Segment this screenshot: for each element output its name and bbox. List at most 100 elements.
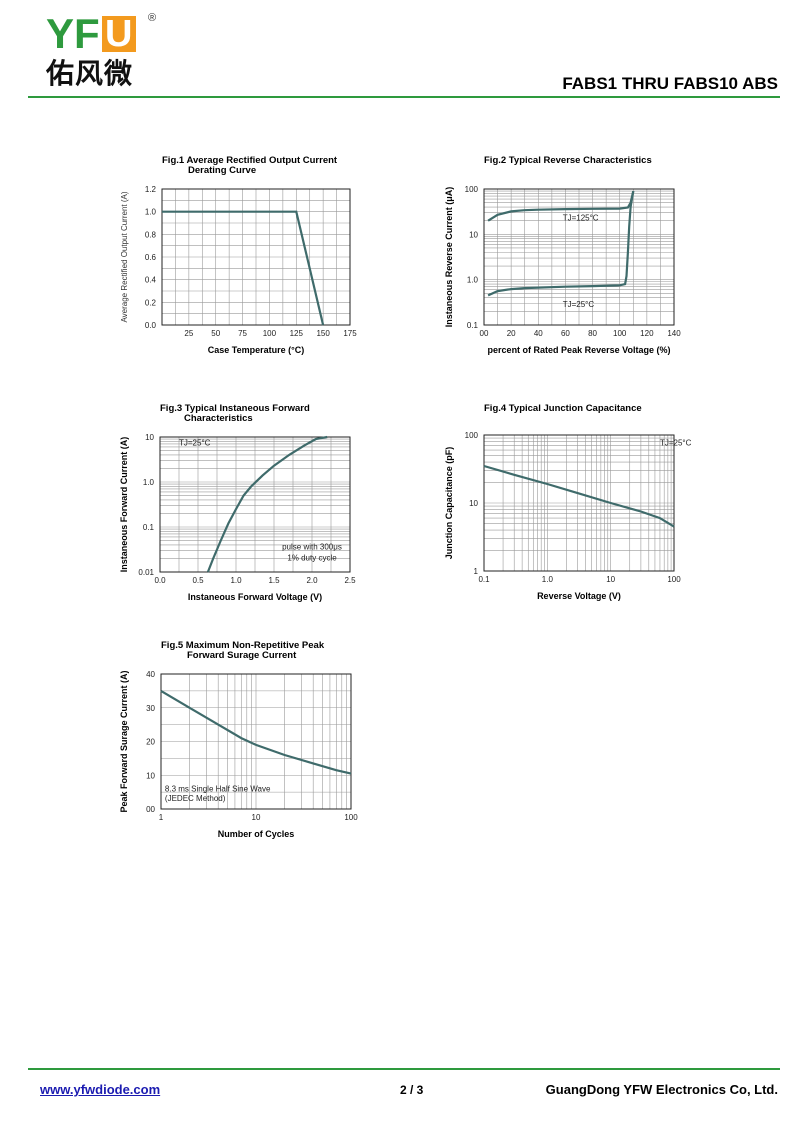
series-line-1 — [160, 689, 352, 775]
chart-title-line: Characteristics — [184, 413, 253, 424]
series-line-1 — [206, 435, 328, 573]
series-line-1 — [483, 464, 675, 528]
x-tick-label: 75 — [238, 329, 247, 338]
y-tick-label: 0.01 — [138, 568, 154, 577]
y-tick-label: 10 — [469, 499, 478, 508]
x-tick-label: 120 — [640, 329, 654, 338]
y-tick-label: 100 — [465, 431, 479, 440]
chart-title-line: Fig.3 Typical Instaneous Forward — [160, 403, 310, 414]
x-tick-label: 20 — [507, 329, 516, 338]
y-axis-label: Average Rectified Output Current (A) — [120, 191, 129, 322]
x-tick-label: 140 — [667, 329, 681, 338]
x-tick-label: 150 — [316, 329, 330, 338]
x-tick-label: 1.0 — [542, 575, 554, 584]
chart-title-line: Fig.5 Maximum Non-Repetitive Peak — [161, 640, 325, 651]
chart-title-line: Fig.4 Typical Junction Capacitance — [484, 403, 642, 414]
plot-frame — [483, 434, 675, 572]
chart-title-line: Fig.1 Average Rectified Output Current — [162, 155, 338, 166]
x-axis-label: Case Temperature (°C) — [208, 345, 304, 355]
x-axis-label: percent of Rated Peak Reverse Voltage (%… — [488, 345, 671, 355]
x-tick-label: 100 — [613, 329, 627, 338]
y-tick-label: 1.0 — [467, 276, 479, 285]
y-tick-label: 0.2 — [145, 298, 157, 307]
fig3-plot: 0.0 0.5 1.0 1.5 2.0 2.5 0.01 0.1 1.0 10 TJ=25°C pul… — [119, 403, 356, 602]
x-tick-label: 50 — [211, 329, 220, 338]
x-tick-label: 2.0 — [306, 576, 318, 585]
series-line-2 — [487, 190, 635, 297]
y-tick-label: 1.0 — [143, 478, 155, 487]
x-tick-label: 40 — [534, 329, 543, 338]
y-tick-label: 0.6 — [145, 253, 157, 262]
y-tick-label: 0.0 — [145, 321, 157, 330]
plot-frame — [159, 436, 351, 573]
x-tick-label: 10 — [252, 813, 261, 822]
annotation-label: (JEDEC Method) — [165, 794, 226, 803]
x-axis-label: Instaneous Forward Voltage (V) — [188, 592, 322, 602]
x-tick-label: 100 — [344, 813, 358, 822]
fig2-plot: 00 20 40 60 80 100 120 140 0.1 1.0 10 100 TJ=125°C TJ… — [444, 155, 681, 355]
y-tick-label: 20 — [146, 738, 155, 747]
y-tick-label: 1.0 — [145, 208, 157, 217]
annotation-label: TJ=25°C — [179, 438, 211, 447]
x-tick-label: 1 — [159, 813, 164, 822]
y-tick-label: 0.1 — [143, 523, 155, 532]
y-tick-label: 00 — [146, 805, 155, 814]
x-tick-label: 80 — [588, 329, 597, 338]
y-tick-label: 30 — [146, 704, 155, 713]
y-axis-label: Instaneous Forward Current (A) — [119, 437, 129, 573]
x-tick-label: 125 — [290, 329, 304, 338]
series-line-1 — [162, 210, 325, 326]
y-tick-label: 100 — [465, 185, 479, 194]
registered-mark: ® — [148, 12, 157, 24]
series-line-1 — [487, 190, 635, 222]
fig1-plot: 25 50 75 100 125 150 175 0.0 0.2 0.4 0.6 0.8 1.0 1.2 F… — [120, 155, 357, 355]
y-tick-label: 10 — [469, 230, 478, 239]
logo-chinese-name: 佑风微 — [46, 57, 134, 90]
x-tick-label: 100 — [667, 575, 681, 584]
fig5-plot: 1 10 100 00 10 20 30 40 8.3 ms Single Half Sine … — [119, 640, 358, 839]
y-tick-label: 0.4 — [145, 276, 157, 285]
y-axis-label: Peak Forward Surage Current (A) — [119, 670, 129, 812]
plot-frame — [483, 188, 675, 326]
x-tick-label: 1.0 — [230, 576, 242, 585]
y-tick-label: 40 — [146, 670, 155, 679]
annotation-label: TJ=25°C — [563, 300, 595, 309]
y-tick-label: 1.2 — [145, 185, 157, 194]
plot-frame — [161, 188, 351, 326]
chart-title-line: Fig.2 Typical Reverse Characteristics — [484, 155, 652, 166]
x-tick-label: 10 — [606, 575, 615, 584]
document-title: FABS1 THRU FABS10 ABS — [562, 74, 778, 93]
footer-rule — [28, 1068, 780, 1070]
annotation-label: pulse with 300μs — [282, 542, 342, 551]
annotation-label: 1% duty cycle — [287, 554, 337, 563]
x-tick-label: 2.5 — [344, 576, 356, 585]
x-tick-label: 0.0 — [154, 576, 166, 585]
y-axis-label: Instaneous Reverse Current (μA) — [444, 187, 454, 328]
x-tick-label: 100 — [263, 329, 277, 338]
y-tick-label: 0.1 — [467, 321, 479, 330]
annotation-label: TJ=25°C — [660, 439, 692, 448]
x-tick-label: 1.5 — [268, 576, 280, 585]
logo-text: YF — [46, 10, 100, 57]
y-tick-label: 10 — [146, 771, 155, 780]
x-tick-label: 60 — [561, 329, 570, 338]
annotation-label: 8.3 ms Single Half Sine Wave — [165, 784, 271, 793]
plot-frame — [160, 673, 352, 810]
y-tick-label: 0.8 — [145, 230, 157, 239]
x-tick-label: 175 — [343, 329, 357, 338]
chart-title-line: Derating Curve — [188, 165, 256, 176]
page-number: 2 / 3 — [400, 1083, 424, 1097]
x-axis-label: Number of Cycles — [218, 829, 295, 839]
x-tick-label: 0.1 — [478, 575, 490, 584]
website-link[interactable]: www.yfwdiode.com — [40, 1082, 161, 1097]
x-tick-label: 25 — [184, 329, 193, 338]
logo-mark: YF U — [46, 12, 136, 56]
fig4-plot: 0.1 1.0 10 100 1 10 100 TJ=25°C Fig.4 Typical Ju… — [444, 403, 692, 601]
header-rule — [28, 96, 780, 98]
annotation-label: TJ=125°C — [563, 214, 599, 223]
